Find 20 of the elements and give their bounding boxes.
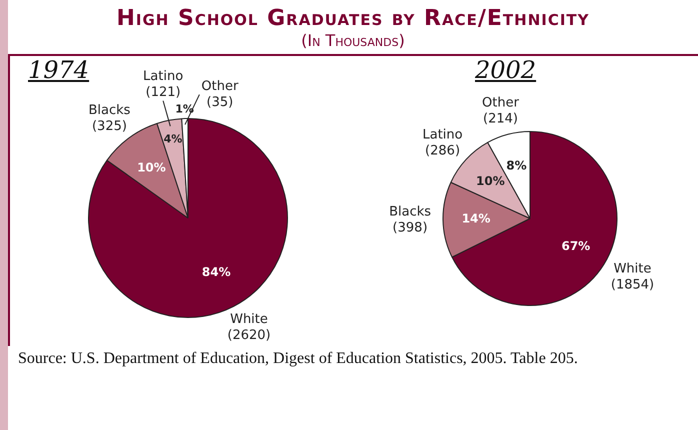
slice-label: White (2620): [227, 312, 271, 344]
data-label: 84%: [202, 264, 231, 279]
slice-label: White (1854): [610, 261, 654, 292]
text: 1974: [28, 56, 90, 84]
source-note: Source: U.S. Department of Education, Digest of Education Statistics, 2005. Table 205.: [18, 350, 579, 368]
text: 2002: [475, 56, 536, 84]
slice-label: Latino (121): [143, 69, 184, 100]
slice-label: Latino (286): [422, 128, 463, 159]
data-label: 8%: [506, 158, 527, 172]
data-label: 14%: [462, 211, 490, 226]
data-label: 67%: [561, 239, 590, 254]
data-label: 4%: [164, 132, 182, 146]
data-label: 10%: [476, 174, 505, 188]
slice-label: Other (35): [201, 78, 239, 110]
text: (In Thousands): [300, 31, 406, 50]
data-label: 10%: [137, 160, 166, 174]
slice-label: Other (214): [482, 95, 520, 126]
slice-label: Blacks (398): [389, 204, 432, 236]
slice-label: Blacks (325): [88, 102, 131, 134]
text: High School Graduates by Race/Ethnicity: [115, 6, 591, 31]
